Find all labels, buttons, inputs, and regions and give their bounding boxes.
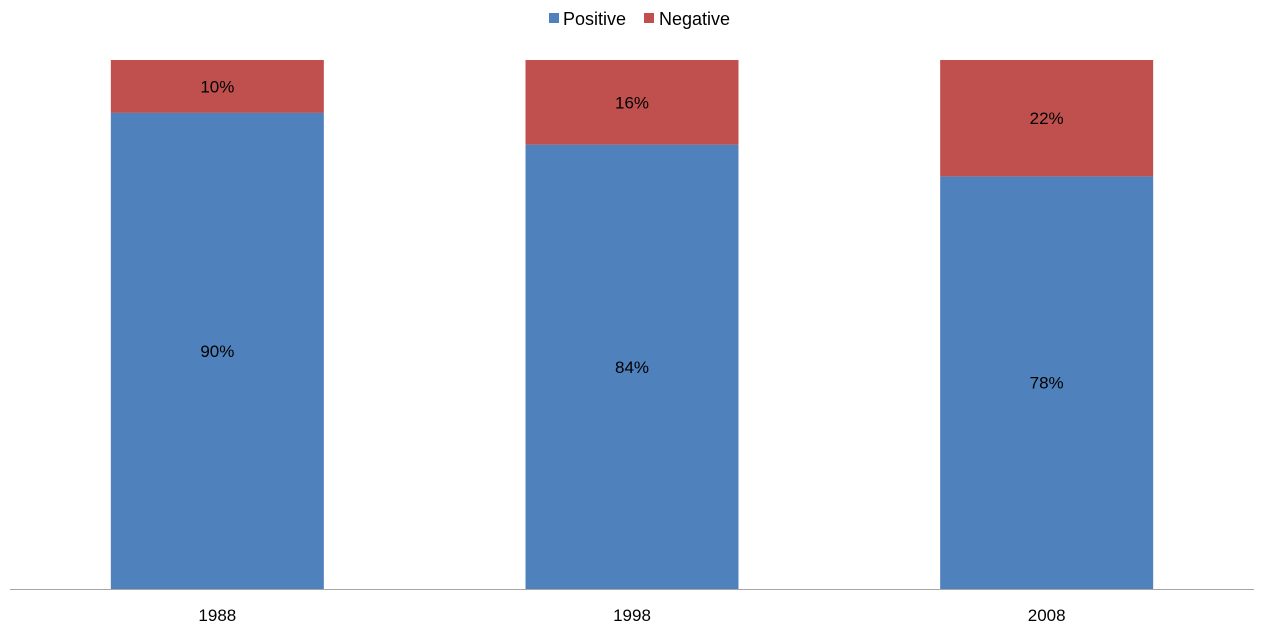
bar-positive-1988	[110, 112, 324, 590]
bar-negative-1998	[525, 60, 739, 145]
data-label-positive-1998: 84%	[615, 358, 649, 377]
data-label-negative-1998: 16%	[615, 93, 649, 112]
data-label-negative-1988: 10%	[200, 77, 234, 96]
bar-positive-1998	[525, 144, 739, 589]
x-axis-tick-labels: 1988 1998 2008	[198, 606, 1065, 624]
bar-negative-2008	[940, 60, 1154, 177]
x-tick-label-2008: 2008	[1028, 606, 1066, 624]
legend-swatch-negative	[644, 13, 654, 23]
legend-swatch-positive	[549, 13, 559, 23]
data-label-negative-2008: 22%	[1030, 109, 1064, 128]
data-label-positive-1988: 90%	[200, 342, 234, 361]
plot-area: 90% 10% 84% 16% 78% 22%	[110, 60, 1154, 590]
data-label-positive-2008: 78%	[1030, 374, 1064, 393]
bar-negative-1988	[110, 60, 324, 113]
legend-label-positive: Positive	[563, 9, 626, 29]
x-tick-label-1998: 1998	[613, 606, 651, 624]
x-tick-label-1988: 1988	[198, 606, 236, 624]
chart-legend: Positive Negative	[549, 9, 730, 29]
legend-label-negative: Negative	[659, 9, 730, 29]
bar-positive-2008	[940, 176, 1154, 589]
